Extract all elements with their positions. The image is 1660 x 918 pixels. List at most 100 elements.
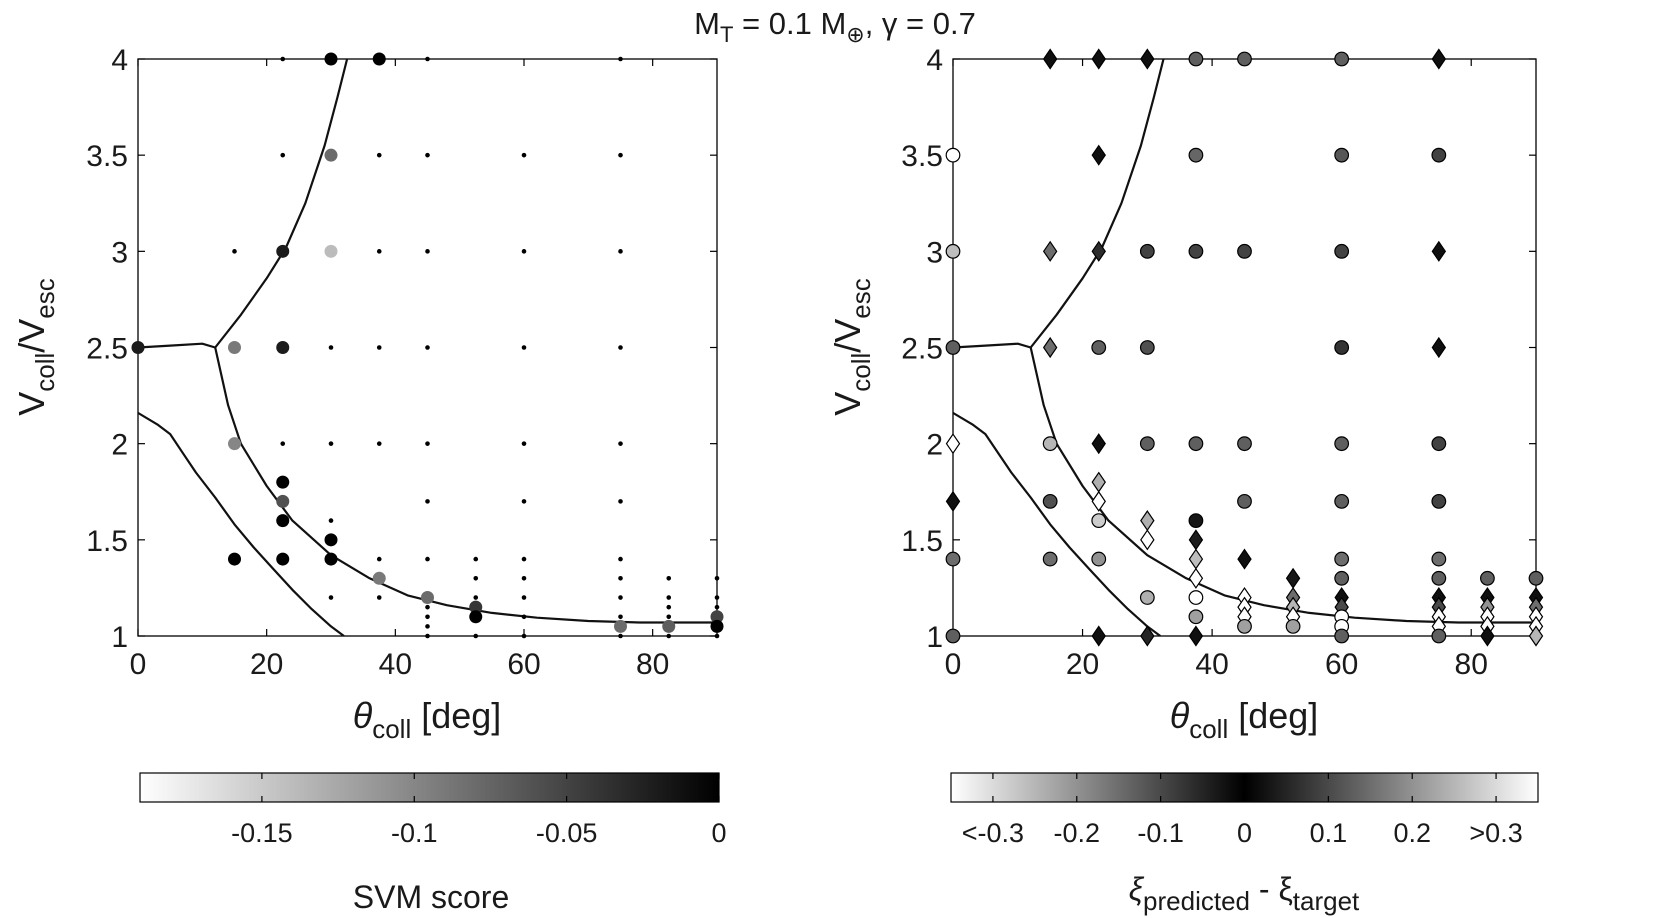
svm-colorbar-tick-label: -0.15 [231, 818, 293, 848]
svm-point [276, 514, 290, 528]
xi-colorbar-label: ξpredicted - ξtarget [1129, 871, 1360, 916]
svm-point [421, 591, 434, 605]
grid-dot [714, 604, 720, 610]
grid-dot [618, 614, 623, 620]
grid-dot [473, 633, 479, 639]
x-tick-label: 40 [1195, 648, 1228, 681]
grid-dot [376, 152, 382, 158]
xi-circle-point [1188, 513, 1204, 528]
grid-dot [521, 614, 527, 620]
xi-colorbar-tick-label: -0.1 [1137, 818, 1184, 848]
grid-dot [618, 152, 623, 158]
grid-dot [618, 499, 623, 504]
xi-circle-point [945, 243, 961, 259]
svm-colorbar-ticks: -0.15 -0.1 -0.05 0 [231, 773, 727, 848]
boundary-curve-lower [953, 411, 1161, 636]
xi-diamond-point [1091, 433, 1106, 455]
xi-circle-point [1334, 570, 1350, 586]
x-tick-label: 20 [1066, 648, 1099, 681]
xi-circle-point [945, 551, 961, 567]
svm-colorbar-tick-label: 0 [711, 818, 726, 848]
xi-circle-point [1139, 340, 1155, 355]
svm-point [710, 619, 724, 633]
svm-point [324, 552, 338, 566]
grid-dot [521, 556, 527, 562]
grid-dot [328, 595, 334, 600]
xi-diamond-point [1188, 625, 1204, 647]
xi-diamond-point [1480, 625, 1495, 647]
grid-dot [328, 518, 334, 523]
xi-circle-point [1480, 570, 1495, 586]
svm-point [469, 610, 483, 624]
grid-dot [714, 576, 720, 581]
y-tick-label: 2.5 [86, 333, 128, 366]
title-suffix: , γ = 0.7 [865, 6, 976, 41]
xi-diamond-point [1188, 567, 1204, 589]
xi-circle-point [1042, 493, 1058, 509]
xi-diamond-point [1140, 529, 1155, 551]
svm-point [324, 244, 338, 258]
grid-dot [376, 441, 382, 446]
xi-diamond-point [1528, 625, 1544, 647]
grid-dot [521, 249, 527, 254]
svm-point [372, 571, 386, 585]
xi-diamond-point [1042, 48, 1058, 70]
grid-dot [521, 633, 527, 639]
title-middle: = 0.1 M [733, 6, 846, 41]
xi-circle-point [1334, 243, 1350, 259]
y-tick-label: 4 [926, 44, 943, 77]
grid-dot [618, 595, 623, 600]
grid-dot [425, 56, 430, 62]
xi-circle-point [1091, 551, 1107, 567]
xi-circle-point [945, 340, 961, 355]
xi-diamond-point [1091, 48, 1106, 70]
xi-diamond-point [1140, 48, 1155, 70]
xi-circle-point [1237, 51, 1252, 67]
y-tick-label: 4 [111, 44, 128, 77]
grid-dot [666, 604, 672, 610]
svm-point [710, 610, 724, 624]
xi-colorbar-tick-label: >0.3 [1469, 818, 1522, 848]
grid-dot [521, 595, 527, 600]
grid-dot [521, 441, 527, 446]
grid-dot [618, 556, 623, 562]
title-m: M [694, 6, 720, 41]
x-tick-label: 60 [1325, 648, 1358, 681]
xi-diamond-point [1237, 548, 1252, 570]
boundary-curve-lower [138, 411, 345, 636]
x-tick-label: 0 [130, 648, 147, 681]
xi-circle-point [1334, 551, 1350, 567]
xi-diamond-point [1042, 240, 1058, 262]
left-panel: 0 20 40 60 80 1 1.5 2 2.5 3 3.5 4 θcoll [deg] Vcoll… [11, 44, 724, 744]
y-tick-label: 2 [926, 429, 943, 462]
left-y-axis-label: Vcoll/Vesc [11, 278, 60, 416]
svm-point [228, 437, 241, 451]
y-tick-label: 1 [926, 621, 943, 654]
grid-dot [666, 576, 672, 581]
xi-circle-point [945, 147, 961, 163]
x-tick-label: 0 [945, 648, 962, 681]
grid-dot [618, 56, 623, 62]
title-sub-earth: ⊕ [846, 22, 864, 47]
xi-circle-point [1091, 340, 1107, 355]
grid-dot [473, 576, 479, 581]
svm-colorbar-tick-label: -0.1 [391, 818, 438, 848]
svm-point [324, 52, 338, 66]
y-tick-label: 1 [111, 621, 128, 654]
xi-colorbar-tick-label: <-0.3 [962, 818, 1024, 848]
xi-circle-point [1091, 513, 1107, 528]
svm-colorbar-tick-label: -0.05 [536, 818, 598, 848]
svm-point [324, 533, 338, 547]
xi-colorbar-ticks: <-0.3 -0.2 -0.1 0 0.1 0.2 >0.3 [962, 773, 1523, 848]
grid-dot [280, 441, 286, 446]
left-scatter-points [131, 52, 724, 639]
xi-diamond-point [1091, 144, 1106, 166]
xi-circle-point [1188, 436, 1204, 452]
xi-colorbar-tick-label: 0.1 [1310, 818, 1348, 848]
grid-dot [425, 614, 430, 620]
y-tick-label: 3 [926, 236, 943, 269]
grid-dot [666, 595, 672, 600]
svm-point [131, 341, 145, 354]
xi-diamond-point [1431, 336, 1447, 359]
xi-colorbar-tick-label: -0.2 [1054, 818, 1101, 848]
